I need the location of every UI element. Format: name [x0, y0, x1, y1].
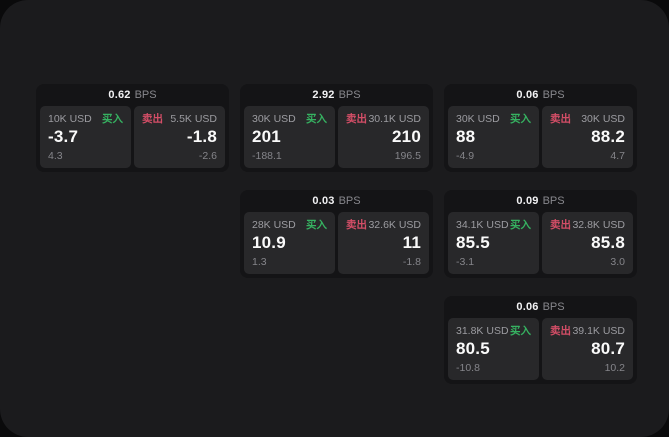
sell-label: 卖出	[346, 219, 367, 231]
buy-amount: 10K USD	[48, 113, 92, 125]
sell-sub-value: 3.0	[610, 256, 625, 268]
sell-sub-value: 196.5	[394, 150, 421, 162]
buy-sub-value: 4.3	[48, 150, 63, 162]
quote-body: 10K USD 买入 -3.7 4.3 卖出 5.5K USD -1.8 -2.…	[36, 106, 229, 172]
buy-label: 买入	[510, 113, 531, 125]
quote-card: 0.03 BPS 28K USD 买入 10.9 1.3 卖出	[240, 190, 433, 278]
quote-body: 30K USD 买入 201 -188.1 卖出 30.1K USD 210 1…	[240, 106, 433, 172]
sell-sub-value: 4.7	[610, 150, 625, 162]
quote-body: 28K USD 买入 10.9 1.3 卖出 32.6K USD 11 -1.8	[240, 212, 433, 278]
spread-value: 0.09	[516, 195, 539, 207]
spread-value: 0.06	[516, 301, 539, 313]
buy-panel[interactable]: 30K USD 买入 88 -4.9	[448, 106, 539, 168]
buy-amount: 31.8K USD	[456, 325, 509, 337]
spread-unit: BPS	[542, 89, 565, 101]
buy-label: 买入	[510, 325, 531, 337]
spread-header: 0.06 BPS	[444, 84, 637, 106]
sell-amount: 32.8K USD	[572, 219, 625, 231]
spread-value: 0.06	[516, 89, 539, 101]
sell-label: 卖出	[550, 219, 571, 231]
sell-panel[interactable]: 卖出 39.1K USD 80.7 10.2	[542, 318, 633, 380]
quote-card: 0.06 BPS 31.8K USD 买入 80.5 -10.8 卖	[444, 296, 637, 384]
sell-price: 11	[402, 233, 421, 252]
sell-panel[interactable]: 卖出 32.8K USD 85.8 3.0	[542, 212, 633, 274]
buy-sub-value: -4.9	[456, 150, 475, 162]
quote-card-grid: 0.62 BPS 10K USD 买入 -3.7 4.3 卖出	[36, 84, 637, 384]
buy-amount: 30K USD	[456, 113, 500, 125]
buy-price: 85.5	[456, 233, 490, 252]
buy-price: 10.9	[252, 233, 286, 252]
spread-header: 0.06 BPS	[444, 296, 637, 318]
sell-amount: 30K USD	[581, 113, 625, 125]
spread-value: 0.62	[108, 89, 131, 101]
sell-price: 80.7	[591, 339, 625, 358]
buy-sub-value: -188.1	[252, 150, 282, 162]
sell-price: 85.8	[591, 233, 625, 252]
sell-label: 卖出	[346, 113, 367, 125]
sell-amount: 32.6K USD	[368, 219, 421, 231]
quote-body: 34.1K USD 买入 85.5 -3.1 卖出 32.8K USD 85.8…	[444, 212, 637, 278]
buy-price: 80.5	[456, 339, 490, 358]
spread-unit: BPS	[338, 195, 361, 207]
spread-header: 0.62 BPS	[36, 84, 229, 106]
spread-header: 0.03 BPS	[240, 190, 433, 212]
sell-panel[interactable]: 卖出 30.1K USD 210 196.5	[338, 106, 429, 168]
sell-price: -1.8	[186, 127, 217, 146]
quote-card: 0.62 BPS 10K USD 买入 -3.7 4.3 卖出	[36, 84, 229, 172]
quote-body: 30K USD 买入 88 -4.9 卖出 30K USD 88.2 4.7	[444, 106, 637, 172]
buy-label: 买入	[306, 219, 327, 231]
quote-card: 0.09 BPS 34.1K USD 买入 85.5 -3.1 卖出	[444, 190, 637, 278]
buy-panel[interactable]: 31.8K USD 买入 80.5 -10.8	[448, 318, 539, 380]
quote-card: 0.06 BPS 30K USD 买入 88 -4.9 卖出	[444, 84, 637, 172]
buy-sub-value: 1.3	[252, 256, 267, 268]
buy-panel[interactable]: 30K USD 买入 201 -188.1	[244, 106, 335, 168]
buy-amount: 34.1K USD	[456, 219, 509, 231]
spread-header: 0.09 BPS	[444, 190, 637, 212]
spread-unit: BPS	[542, 195, 565, 207]
quote-body: 31.8K USD 买入 80.5 -10.8 卖出 39.1K USD 80.…	[444, 318, 637, 384]
buy-price: 88	[456, 127, 476, 146]
buy-price: 201	[252, 127, 281, 146]
buy-label: 买入	[510, 219, 531, 231]
sell-amount: 30.1K USD	[368, 113, 421, 125]
spread-value: 2.92	[312, 89, 335, 101]
sell-price: 88.2	[591, 127, 625, 146]
quote-card: 2.92 BPS 30K USD 买入 201 -188.1 卖出	[240, 84, 433, 172]
buy-panel[interactable]: 28K USD 买入 10.9 1.3	[244, 212, 335, 274]
sell-label: 卖出	[550, 113, 571, 125]
sell-price: 210	[392, 127, 421, 146]
buy-price: -3.7	[48, 127, 79, 146]
spread-unit: BPS	[542, 301, 565, 313]
sell-label: 卖出	[142, 113, 163, 125]
sell-label: 卖出	[550, 325, 571, 337]
spread-unit: BPS	[134, 89, 157, 101]
sell-amount: 5.5K USD	[170, 113, 217, 125]
sell-sub-value: -1.8	[402, 256, 421, 268]
buy-amount: 30K USD	[252, 113, 296, 125]
buy-label: 买入	[306, 113, 327, 125]
buy-panel[interactable]: 10K USD 买入 -3.7 4.3	[40, 106, 131, 168]
spread-header: 2.92 BPS	[240, 84, 433, 106]
buy-panel[interactable]: 34.1K USD 买入 85.5 -3.1	[448, 212, 539, 274]
spread-value: 0.03	[312, 195, 335, 207]
sell-sub-value: -2.6	[198, 150, 217, 162]
sell-panel[interactable]: 卖出 32.6K USD 11 -1.8	[338, 212, 429, 274]
sell-amount: 39.1K USD	[572, 325, 625, 337]
spread-unit: BPS	[338, 89, 361, 101]
buy-label: 买入	[102, 113, 123, 125]
sell-panel[interactable]: 卖出 5.5K USD -1.8 -2.6	[134, 106, 225, 168]
buy-amount: 28K USD	[252, 219, 296, 231]
sell-sub-value: 10.2	[604, 362, 625, 374]
sell-panel[interactable]: 卖出 30K USD 88.2 4.7	[542, 106, 633, 168]
buy-sub-value: -3.1	[456, 256, 475, 268]
buy-sub-value: -10.8	[456, 362, 480, 374]
